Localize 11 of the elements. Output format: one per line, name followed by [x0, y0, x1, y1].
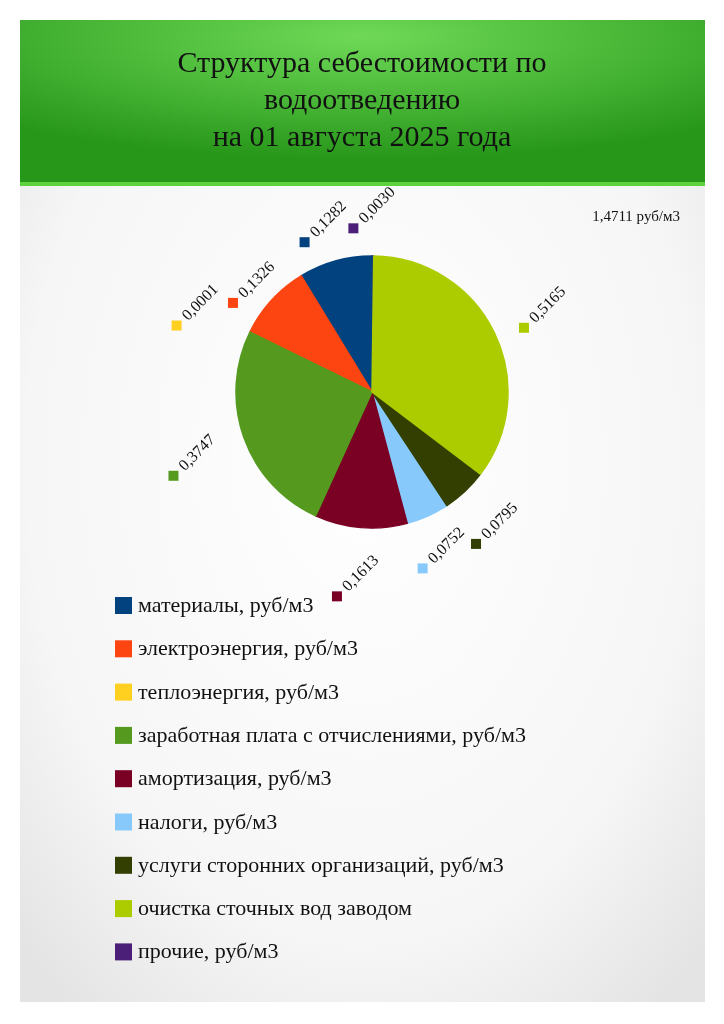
legend-label: прочие, руб/м3	[138, 938, 279, 964]
legend-label: теплоэнергия, руб/м3	[138, 678, 339, 704]
text: 1,4711 руб/м3	[592, 208, 680, 224]
legend-label: материалы, руб/м3	[138, 592, 314, 617]
legend-label: заработная плата с отчислениями, руб/м3	[138, 721, 526, 747]
legend-label: налоги, руб/м3	[138, 808, 278, 834]
legend-label: амортизация, руб/м3	[138, 765, 332, 791]
legend-label: услуги сторонних организаций, руб/м3	[138, 851, 504, 877]
legend-label: очистка сточных вод заводом	[138, 895, 413, 921]
legend-label: электроэнергия, руб/м3	[138, 635, 358, 661]
chart-title: Структура себестоимости по водоотведению на 01 августа 2025 года	[177, 45, 547, 152]
